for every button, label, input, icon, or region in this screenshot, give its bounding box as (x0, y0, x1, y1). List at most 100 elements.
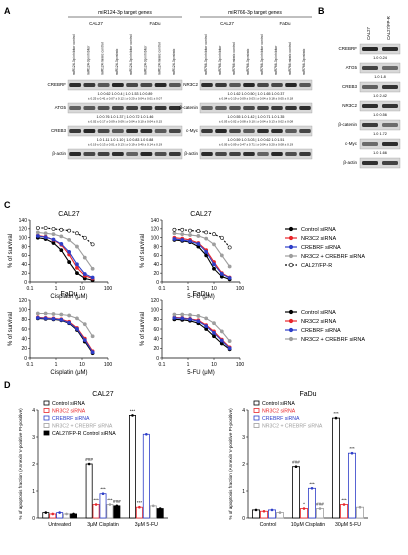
x-tick-label: 10 (211, 286, 217, 292)
blot-band (257, 83, 269, 87)
data-point (43, 311, 48, 316)
data-point (43, 226, 48, 230)
panel-a: miR124-3p inhibitor control miR124-3p inh… (47, 34, 313, 160)
x-tick-label: 100 (104, 362, 113, 368)
chart-title: CAL27 (190, 211, 212, 218)
legend-label: CREBRF siRNA (262, 416, 300, 422)
bar-dot (115, 504, 119, 508)
lane-label: miR124-3p inhibitor (86, 45, 90, 75)
bar (339, 504, 348, 519)
blot-band (215, 129, 227, 133)
y-tick-label: 60 (21, 327, 27, 333)
data-point (35, 311, 40, 316)
blot-band (271, 152, 283, 156)
panel-a-right-header: miR766-3p target genes (228, 10, 282, 16)
data-point (43, 316, 48, 321)
bar-dot (270, 508, 274, 512)
blot-band (271, 129, 283, 133)
blot-quant-values: 1.0 0.55 1.0 1.42 | 1.0 0.71 1.0 1.35 (228, 115, 285, 119)
legend-swatch (43, 423, 50, 428)
bar-dot (262, 509, 266, 513)
lane-label: miR124-3p inhibitor control (72, 34, 76, 75)
y-tick-label: 100 (151, 236, 160, 242)
legend-label: CREBRF siRNA (301, 245, 341, 251)
y-tick-label: 100 (19, 236, 28, 242)
data-point (75, 262, 79, 267)
y-tick-label: 120 (19, 227, 28, 233)
bar (113, 505, 121, 519)
blot-band (229, 152, 241, 156)
bar-dot (101, 492, 105, 496)
bar-dot (151, 504, 155, 508)
data-point (212, 242, 216, 247)
blot-band (285, 129, 297, 133)
blot-band (69, 152, 82, 156)
data-point (219, 253, 224, 258)
data-point (67, 238, 72, 242)
data-point (219, 272, 224, 276)
data-point (196, 319, 201, 324)
legend-swatch (43, 408, 50, 413)
panel-b-row-label: CREBRF (338, 46, 357, 51)
blot-band (229, 83, 241, 87)
category-label: Control (260, 522, 277, 528)
bar-dot (334, 416, 338, 420)
legend-label: CREBRF siRNA (301, 328, 341, 334)
significance-mark: *** (100, 487, 106, 492)
x-tick-label: 100 (236, 362, 245, 368)
blot-band (299, 83, 311, 87)
legend-label: Control siRNA (301, 227, 336, 233)
data-point (212, 266, 216, 271)
legend-label: CREBRF siRNA (52, 416, 90, 422)
legend-label: NR3C2 + CREBRF siRNA (301, 254, 365, 260)
data-point (196, 314, 201, 318)
blot-band (285, 106, 297, 110)
data-point (90, 334, 95, 339)
panel-b-row-label: CREB3 (342, 84, 358, 89)
blot-band (140, 152, 153, 156)
bar (149, 505, 157, 519)
y-tick-label: 80 (21, 317, 27, 323)
x-tick-label: 1 (187, 362, 190, 368)
legend-label: NR3C2 + CREBRF siRNA (262, 423, 323, 429)
blot-band (126, 106, 139, 110)
blot-membrane (67, 148, 183, 160)
legend-marker (288, 336, 294, 342)
data-point (35, 226, 40, 230)
lane-label: miR124-3p mimic (115, 48, 119, 75)
blot-band (382, 142, 398, 146)
blot-band (382, 104, 398, 108)
y-tick-label: 60 (153, 327, 159, 333)
blot-band (83, 129, 96, 133)
data-point (180, 238, 185, 242)
blot-band (111, 152, 124, 156)
significance-mark: *** (130, 408, 136, 413)
x-tick-label: 0.1 (159, 286, 166, 292)
blot-band (382, 161, 398, 165)
data-point (67, 228, 72, 233)
x-axis-label: 5-FU (μM) (187, 370, 214, 376)
bar (315, 508, 324, 519)
y-tick-label: 0 (156, 356, 159, 362)
legend-swatch (253, 415, 260, 421)
blot-membrane (359, 100, 401, 112)
y-tick-label: 0 (24, 280, 27, 286)
blot-membrane (359, 81, 401, 93)
y-axis-label: % of survival (140, 234, 146, 268)
bar-dot (138, 505, 141, 509)
data-point (82, 255, 87, 260)
blot-band (168, 129, 181, 133)
data-point (75, 316, 79, 321)
significance-mark: ### (316, 502, 324, 507)
blot-band (83, 83, 96, 87)
y-tick-label: 20 (21, 346, 27, 352)
blot-band (362, 104, 378, 108)
bar (85, 463, 93, 519)
lane-label: miR766-3p inhibitor (274, 45, 278, 75)
legend-label: NR3C2 siRNA (301, 319, 336, 325)
data-point (212, 334, 216, 339)
data-point (67, 260, 72, 264)
x-axis-label: Cisplatin (μM) (50, 294, 87, 300)
panel-label-d: D (4, 380, 11, 390)
data-point (188, 228, 192, 233)
